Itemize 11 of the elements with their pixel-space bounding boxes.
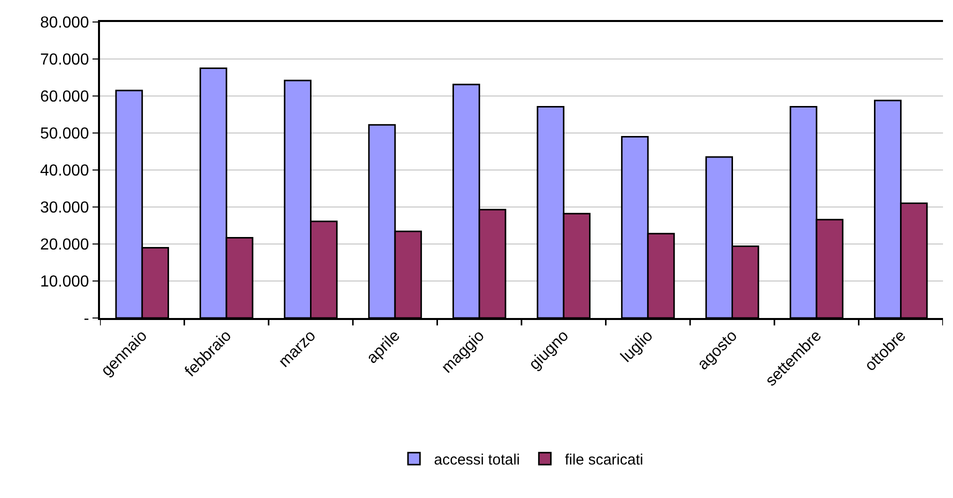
legend-label: accessi totali: [434, 451, 520, 468]
y-tick-label: 50.000: [40, 126, 90, 143]
y-tick-label: 70.000: [40, 52, 90, 69]
y-tick-label: 40.000: [40, 162, 90, 180]
y-tick-label: -: [84, 310, 90, 328]
y-tick-label: 60.000: [40, 88, 90, 106]
y-tick-label: 30.000: [40, 200, 90, 217]
y-tick-label: 10.000: [40, 274, 90, 291]
legend-label: file scaricati: [564, 451, 644, 468]
y-tick-label: 80.000: [40, 14, 90, 32]
y-tick-label: 20.000: [40, 236, 90, 254]
